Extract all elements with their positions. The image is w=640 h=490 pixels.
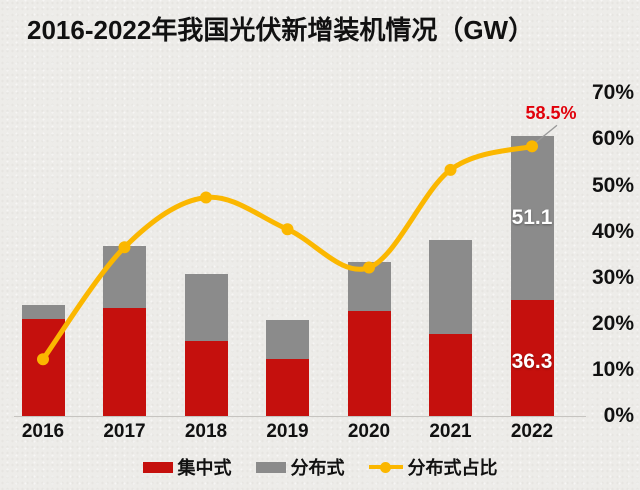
bar-segment-centralized-2017: [103, 308, 146, 416]
bar-segment-centralized-2020: [347, 311, 391, 416]
legend-label-centralized: 集中式: [177, 458, 232, 478]
bar-segment-distributed-2017: [103, 246, 146, 309]
y-axis-tick-60: 60%: [591, 127, 634, 151]
legend-label-distributed: 分布式: [290, 458, 345, 478]
legend-label-ratio: 分布式占比: [407, 458, 498, 478]
y-axis-tick-20: 20%: [591, 311, 634, 335]
bar-segment-centralized-2018: [184, 341, 228, 416]
legend-item-centralized: 集中式: [142, 454, 232, 480]
ratio-line-point-2017: [118, 241, 131, 254]
x-axis-label-2021: 2021: [429, 421, 472, 442]
bar-segment-distributed-2019: [266, 319, 309, 359]
annotation-ratio-2022: 58.5%: [525, 103, 577, 123]
x-axis-label-2020: 2020: [347, 421, 391, 442]
y-axis-tick-0: 0%: [603, 404, 634, 427]
x-axis-label-2018: 2018: [184, 421, 228, 442]
bar-segment-distributed-2016: [21, 305, 65, 319]
x-axis-line: [14, 416, 586, 417]
legend-swatch-centralized-icon: [142, 461, 173, 473]
bar-segment-distributed-2021: [429, 240, 472, 334]
y-axis-tick-70: 70%: [591, 81, 634, 105]
legend-swatch-distributed-icon: [255, 461, 286, 473]
legend: 集中式 分布式 分布式占比: [0, 453, 640, 481]
ratio-line-point-2016: [37, 353, 49, 366]
data-label-centralized-2022: 36.3: [511, 349, 553, 373]
y-axis-tick-10: 10%: [591, 357, 634, 381]
x-axis-label-2019: 2019: [266, 421, 309, 442]
x-axis-label-2016: 2016: [21, 421, 65, 442]
ratio-line-point-2018: [200, 191, 212, 204]
bar-segment-centralized-2019: [266, 358, 309, 416]
legend-swatch-ratio-line-icon: [368, 461, 403, 473]
ratio-line-point-2019: [281, 223, 294, 236]
bar-segment-distributed-2022: [510, 135, 554, 300]
x-axis-label-2022: 2022: [510, 421, 554, 442]
bar-segment-centralized-2022: [510, 299, 554, 416]
y-axis-tick-30: 30%: [591, 265, 634, 289]
annotation-leader-line: [535, 124, 558, 143]
x-axis-label-2017: 2017: [103, 421, 146, 442]
bar-segment-centralized-2021: [429, 333, 472, 416]
bar-segment-distributed-2018: [184, 274, 228, 342]
legend-ratio-dot: [380, 461, 391, 473]
ratio-line-point-2021: [444, 163, 457, 176]
y-axis-tick-50: 50%: [591, 173, 634, 197]
ratio-line-point-2022: [526, 140, 538, 153]
legend-item-distributed: 分布式: [255, 454, 345, 480]
ratio-line: [40, 143, 535, 362]
chart-title: 2016-2022年我国光伏新增装机情况（GW）: [27, 15, 535, 45]
ratio-line-point-2020: [363, 261, 375, 274]
data-label-distributed-2022: 51.1: [511, 205, 553, 229]
y-axis-tick-40: 40%: [591, 219, 634, 243]
legend-item-ratio: 分布式占比: [368, 454, 498, 480]
